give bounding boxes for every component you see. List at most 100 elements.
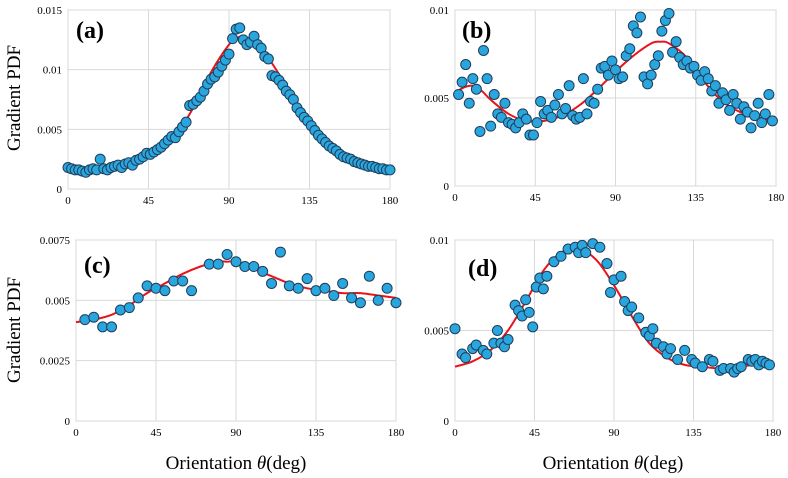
panel-c-points-layer bbox=[79, 246, 402, 333]
panel-b-data-point bbox=[634, 11, 646, 23]
panel-a-xtick-label: 0 bbox=[65, 195, 71, 207]
panel-c-ytick-label: 0.0075 bbox=[40, 235, 71, 247]
panel-d: 0 45 90 135 180 0 0.005 0.01 (d) bbox=[424, 235, 782, 439]
panel-b-data-point bbox=[745, 122, 757, 134]
panel-c: 0 45 90 135 180 0 0.0025 0.005 0.0075 (c) bbox=[40, 235, 405, 439]
panel-d-data-point bbox=[601, 258, 613, 270]
panel-d-data-point bbox=[672, 353, 684, 365]
panel-b-data-point bbox=[481, 73, 493, 85]
panel-d-ytick-label: 0 bbox=[444, 416, 450, 428]
panel-d-ytick-label: 0.005 bbox=[424, 326, 449, 338]
panel-c-data-point bbox=[212, 258, 224, 270]
panel-b-data-point bbox=[709, 80, 721, 92]
panel-a-ytick-label: 0.01 bbox=[43, 65, 62, 77]
panel-a-data-point bbox=[180, 116, 192, 128]
panel-d-data-point bbox=[449, 323, 461, 335]
panel-b-xtick-label: 0 bbox=[452, 192, 458, 204]
panel-d-data-point bbox=[523, 306, 535, 318]
panel-d-data-point bbox=[481, 348, 493, 360]
panel-d-data-point bbox=[615, 270, 627, 282]
panel-c-ytick-label: 0 bbox=[65, 416, 71, 428]
panel-b-data-point bbox=[453, 88, 465, 100]
panel-a-data-point bbox=[234, 22, 246, 34]
panel-b-data-point bbox=[549, 99, 561, 111]
panel-a-xtick-label: 135 bbox=[301, 195, 318, 207]
panel-d-ytick-label: 0.01 bbox=[430, 235, 449, 247]
x-axis-label-left-suffix: (deg) bbox=[266, 453, 306, 474]
panel-b-data-point bbox=[478, 44, 490, 56]
panel-a-data-point bbox=[227, 33, 239, 45]
panel-d-data-point bbox=[735, 361, 747, 373]
panel-b-data-point bbox=[520, 113, 532, 125]
panel-b-data-point bbox=[663, 8, 675, 20]
panel-a-ticks: 0 45 90 135 180 0 0.005 0.01 0.015 bbox=[37, 5, 399, 207]
panel-b-data-point bbox=[488, 88, 500, 100]
panel-a-gridlines bbox=[67, 9, 391, 190]
panel-a-points-layer bbox=[62, 22, 396, 178]
panel-d-data-point bbox=[604, 286, 616, 298]
x-axis-label-right-symbol: θ bbox=[634, 453, 643, 474]
panel-d-data-point bbox=[626, 301, 638, 313]
panel-b-data-point bbox=[460, 59, 472, 71]
panel-b-data-point bbox=[734, 113, 746, 125]
panel-b-data-point bbox=[463, 97, 475, 109]
panel-a-xtick-label: 90 bbox=[224, 195, 236, 207]
panel-d-data-point bbox=[647, 323, 659, 335]
panel-d-data-point bbox=[594, 241, 606, 253]
panel-d-data-point bbox=[491, 325, 503, 336]
panel-b-data-point bbox=[552, 88, 564, 100]
panel-b-data-point bbox=[474, 125, 486, 137]
panel-b-data-point bbox=[531, 117, 543, 129]
panel-b-ytick-label: 0.005 bbox=[424, 93, 449, 105]
panel-d-data-point bbox=[679, 344, 691, 356]
panel-c-data-point bbox=[106, 321, 118, 333]
panel-c-data-point bbox=[248, 261, 260, 273]
panel-c-xtick-label: 45 bbox=[151, 427, 163, 439]
panel-c-gridlines bbox=[75, 239, 397, 422]
panel-d-label: (d) bbox=[468, 256, 497, 282]
panel-d-xtick-label: 45 bbox=[529, 427, 541, 439]
panel-a-xtick-label: 180 bbox=[382, 195, 399, 207]
panel-c-ytick-label: 0.005 bbox=[45, 295, 70, 307]
panel-b-data-point bbox=[617, 71, 629, 83]
panel-c-data-point bbox=[221, 248, 233, 260]
panel-d-data-point bbox=[502, 334, 514, 346]
panel-b-xtick-label: 45 bbox=[530, 192, 542, 204]
panel-b-data-point bbox=[456, 76, 468, 88]
panel-d-xtick-label: 90 bbox=[609, 427, 621, 439]
panel-b-ticks: 0 45 90 135 180 0 0.005 0.01 bbox=[424, 5, 785, 204]
x-axis-label-left: Orientation θ(deg) bbox=[166, 453, 307, 474]
panel-c-data-point bbox=[177, 275, 189, 287]
panel-b-data-point bbox=[624, 43, 636, 55]
panel-b-data-point bbox=[702, 73, 714, 85]
panel-b: 0 45 90 135 180 0 0.005 0.01 (b) bbox=[424, 5, 785, 204]
panel-b-gridlines bbox=[454, 9, 777, 187]
panel-b-data-point bbox=[485, 120, 497, 132]
panel-c-data-point bbox=[292, 282, 304, 294]
panel-d-data-point bbox=[696, 361, 708, 373]
x-axis-label-left-prefix: Orientation bbox=[166, 453, 257, 474]
panel-c-data-point bbox=[266, 277, 278, 289]
panel-d-data-point bbox=[541, 270, 553, 282]
panel-d-points-layer bbox=[449, 238, 775, 378]
panel-b-data-point bbox=[652, 50, 664, 62]
panel-b-data-point bbox=[592, 83, 604, 95]
panel-c-data-point bbox=[257, 265, 269, 277]
panel-c-xtick-label: 0 bbox=[73, 427, 79, 439]
panel-b-data-point bbox=[656, 25, 668, 37]
panel-c-data-point bbox=[319, 282, 331, 294]
y-axis-label-bottom: Gradient PDF bbox=[4, 277, 25, 383]
panel-a: 0 45 90 135 180 0 0.005 0.01 0.015 (a) bbox=[37, 5, 399, 207]
panel-d-data-point bbox=[580, 247, 592, 259]
panel-b-data-point bbox=[470, 83, 482, 95]
panel-c-data-point bbox=[354, 297, 366, 309]
panel-c-label: (c) bbox=[84, 253, 111, 279]
panel-c-data-point bbox=[381, 282, 393, 294]
panel-b-data-point bbox=[670, 36, 682, 48]
panel-d-data-point bbox=[633, 312, 645, 324]
panel-b-xtick-label: 135 bbox=[688, 192, 705, 204]
panel-d-data-point bbox=[665, 343, 677, 355]
panel-c-data-point bbox=[132, 292, 144, 304]
panel-b-data-point bbox=[724, 104, 736, 116]
panel-b-ytick-label: 0 bbox=[444, 181, 450, 193]
